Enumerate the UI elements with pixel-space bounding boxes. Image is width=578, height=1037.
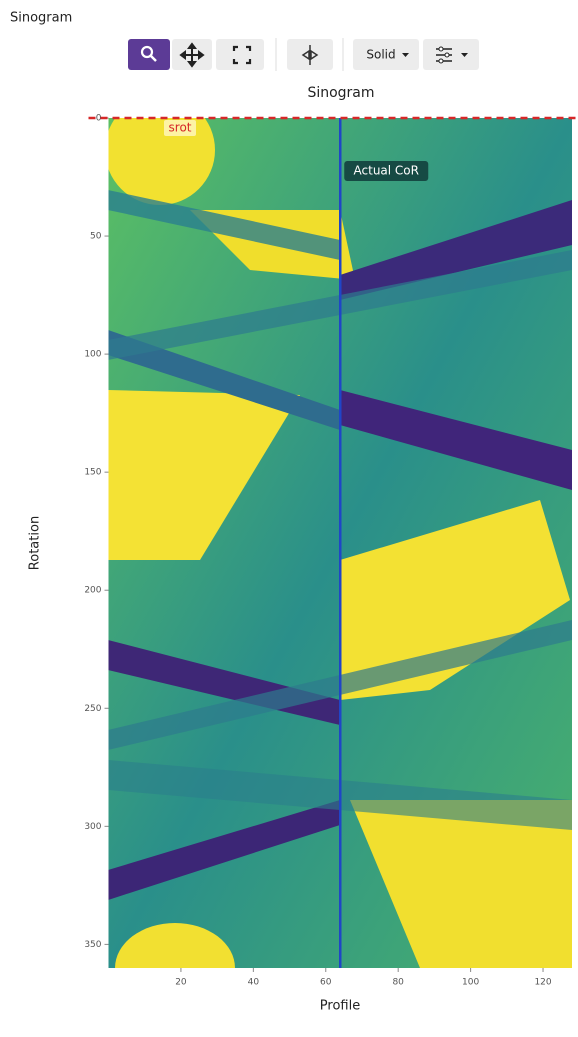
x-tick-label: 20 xyxy=(175,978,187,988)
y-tick-label: 50 xyxy=(90,232,102,242)
colormap-dropdown[interactable] xyxy=(353,39,419,70)
x-axis-label: Profile xyxy=(320,999,360,1014)
y-tick-label: 300 xyxy=(84,822,101,832)
fit-button[interactable] xyxy=(216,39,264,70)
annotation-label: srot xyxy=(169,121,192,135)
y-tick-label: 200 xyxy=(84,586,101,596)
x-tick-label: 120 xyxy=(534,978,551,988)
chart-title: Sinogram xyxy=(307,85,374,101)
zoom-button[interactable] xyxy=(128,39,170,70)
x-tick-label: 100 xyxy=(462,978,479,988)
dropdown-label: Solid xyxy=(366,48,395,62)
annotation-box xyxy=(164,120,196,136)
y-axis-label: Rotation xyxy=(28,516,43,570)
y-tick-label: 250 xyxy=(84,704,101,714)
x-tick-label: 60 xyxy=(320,978,332,988)
y-tick-label: 150 xyxy=(84,468,101,478)
annotation-box xyxy=(344,161,429,181)
panel-title: Sinogram xyxy=(10,11,72,26)
x-tick-label: 80 xyxy=(392,978,404,988)
annotation-label: Actual CoR xyxy=(354,164,419,178)
toolbar: Solid xyxy=(128,38,479,71)
y-tick-label: 350 xyxy=(84,940,101,950)
x-tick-label: 40 xyxy=(248,978,260,988)
y-tick-label: 100 xyxy=(84,350,101,360)
y-tick-label: 0 xyxy=(96,114,102,124)
